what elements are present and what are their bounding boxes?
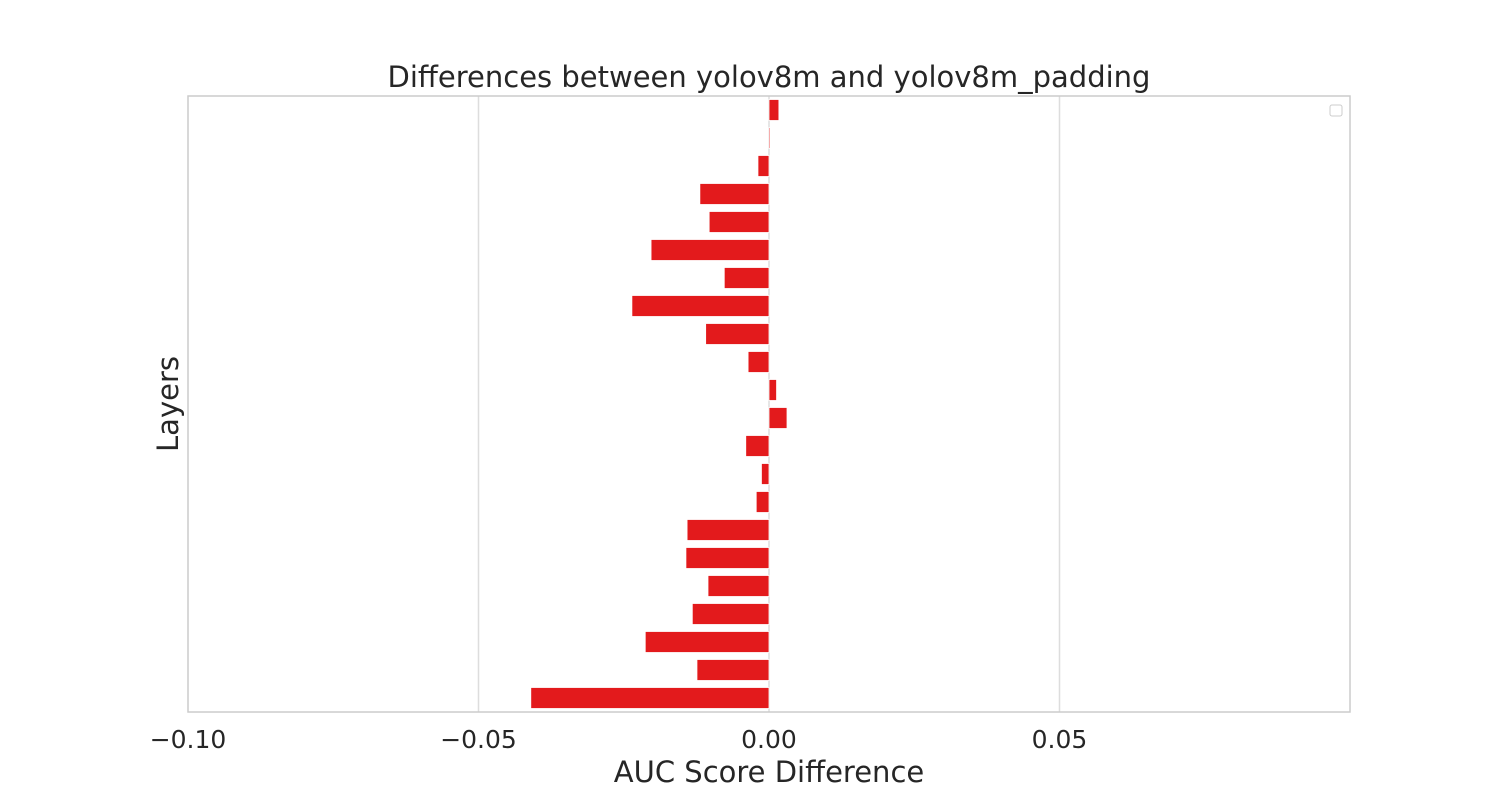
bar	[686, 519, 770, 541]
plot-frame	[187, 95, 1351, 713]
bar	[757, 155, 770, 177]
x-tick-label: −0.10	[150, 725, 227, 754]
bar	[650, 239, 770, 261]
bar	[755, 491, 770, 513]
bar	[745, 435, 770, 457]
y-axis-label: Layers	[151, 356, 185, 452]
bars	[530, 99, 788, 709]
legend-box[interactable]	[1329, 104, 1343, 117]
bar	[768, 379, 777, 401]
bar	[696, 659, 770, 681]
x-tick-labels: −0.10 −0.05 0.00 0.05	[150, 725, 1088, 754]
bar	[631, 295, 770, 317]
bar	[691, 603, 770, 625]
x-tick-label: 0.00	[741, 725, 797, 754]
bar	[768, 127, 771, 149]
bar	[723, 267, 770, 289]
bar	[768, 99, 780, 121]
bar	[644, 631, 770, 653]
bar	[685, 547, 770, 569]
bar	[707, 575, 770, 597]
bar	[708, 211, 770, 233]
bar	[530, 687, 770, 709]
bar	[768, 407, 788, 429]
chart-title: Differences between yolov8m and yolov8m_…	[388, 60, 1151, 94]
x-tick-label: 0.05	[1032, 725, 1088, 754]
bar	[761, 463, 770, 485]
bar	[705, 323, 770, 345]
bar	[747, 351, 770, 373]
x-tick-label: −0.05	[440, 725, 517, 754]
x-axis-label: AUC Score Difference	[614, 755, 924, 789]
bar	[699, 183, 770, 205]
